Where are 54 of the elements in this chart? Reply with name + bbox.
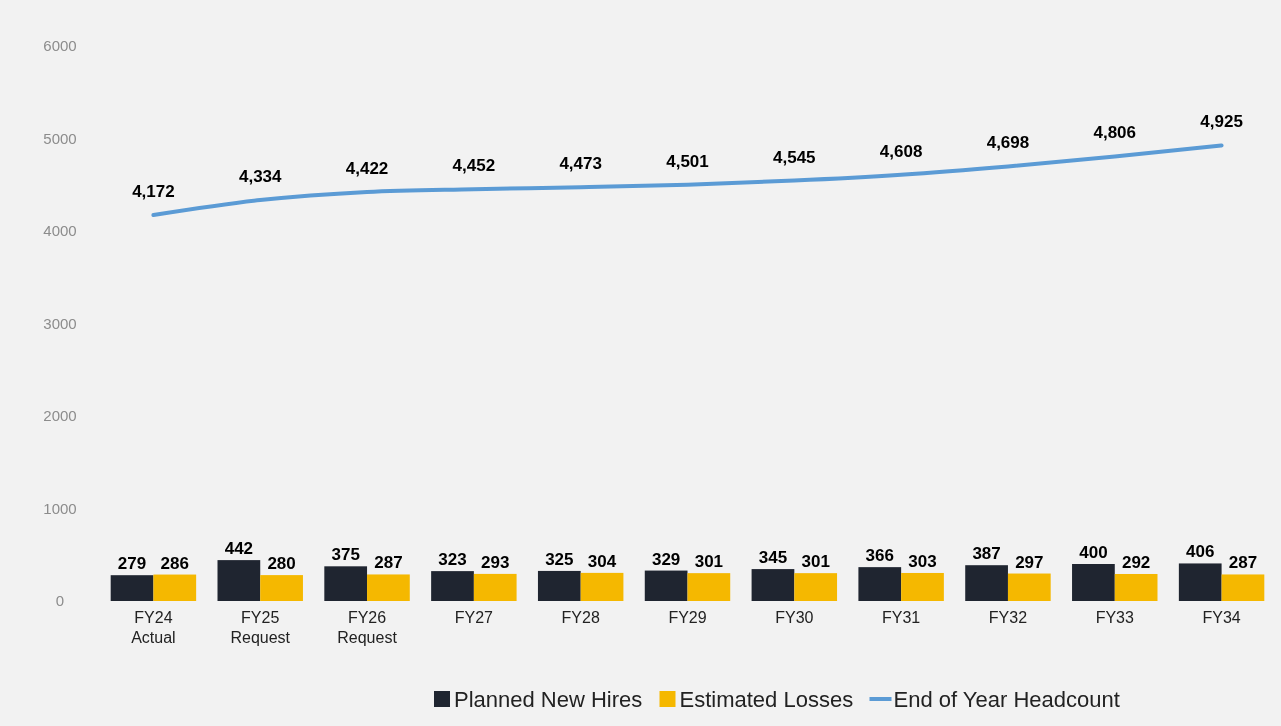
data-label: 287 bbox=[374, 553, 403, 573]
data-label: 4,698 bbox=[986, 133, 1030, 153]
x-tick-label: FY30 bbox=[775, 609, 814, 626]
data-label: 301 bbox=[694, 552, 724, 572]
y-tick-label: 5000 bbox=[43, 129, 77, 147]
legend-label: Planned New Hires bbox=[454, 686, 643, 712]
data-label: 4,545 bbox=[773, 147, 816, 167]
data-label: 301 bbox=[801, 552, 830, 572]
data-label: 4,334 bbox=[238, 167, 283, 187]
data-label: 4,452 bbox=[452, 156, 496, 176]
x-tick-label: FY29 bbox=[668, 609, 707, 626]
x-tick-label: FY28 bbox=[561, 609, 600, 626]
x-tick-label: FY31 bbox=[882, 609, 921, 626]
data-label: 406 bbox=[1186, 542, 1215, 562]
data-label: 375 bbox=[331, 545, 360, 565]
y-tick-label: 4000 bbox=[43, 222, 77, 240]
data-label: 287 bbox=[1228, 553, 1258, 573]
data-label: 387 bbox=[972, 544, 1001, 564]
data-label: 279 bbox=[117, 554, 147, 574]
data-label: 345 bbox=[758, 548, 788, 568]
data-label: 4,608 bbox=[879, 141, 923, 161]
y-tick-label: 2000 bbox=[43, 407, 77, 425]
data-label: 286 bbox=[160, 553, 189, 573]
data-label: 293 bbox=[481, 552, 510, 572]
data-label: 4,501 bbox=[666, 151, 709, 171]
x-tick-label: FY27 bbox=[454, 609, 494, 626]
x-tick-label: FY33 bbox=[1095, 609, 1134, 626]
data-label: 304 bbox=[587, 551, 617, 571]
x-tick-label: FY25 Request bbox=[230, 609, 291, 646]
legend-label: End of Year Headcount bbox=[893, 686, 1120, 712]
data-label: 4,473 bbox=[559, 154, 602, 174]
data-label: 297 bbox=[1015, 552, 1044, 572]
y-tick-label: 1000 bbox=[43, 499, 77, 517]
y-tick-label: 6000 bbox=[43, 37, 77, 55]
data-label: 442 bbox=[224, 539, 254, 559]
data-label: 325 bbox=[545, 549, 574, 569]
data-label: 303 bbox=[908, 551, 937, 571]
data-label: 4,172 bbox=[132, 182, 175, 202]
x-tick-label: FY24 Actual bbox=[131, 609, 176, 646]
y-tick-label: 0 bbox=[55, 592, 65, 610]
data-label: 292 bbox=[1121, 552, 1151, 572]
data-label: 4,806 bbox=[1093, 123, 1137, 143]
x-tick-label: FY32 bbox=[988, 609, 1028, 626]
data-label: 4,422 bbox=[345, 158, 389, 178]
data-label: 4,925 bbox=[1200, 112, 1243, 132]
y-tick-label: 3000 bbox=[43, 314, 77, 332]
data-label: 323 bbox=[438, 550, 467, 570]
data-label: 280 bbox=[267, 554, 296, 574]
data-label: 329 bbox=[651, 549, 681, 569]
x-tick-label: FY34 bbox=[1202, 609, 1241, 626]
data-label: 400 bbox=[1079, 543, 1108, 562]
x-tick-label: FY26 Request bbox=[337, 609, 398, 646]
legend-label: Estimated Losses bbox=[679, 686, 854, 712]
data-label: 366 bbox=[865, 546, 894, 566]
